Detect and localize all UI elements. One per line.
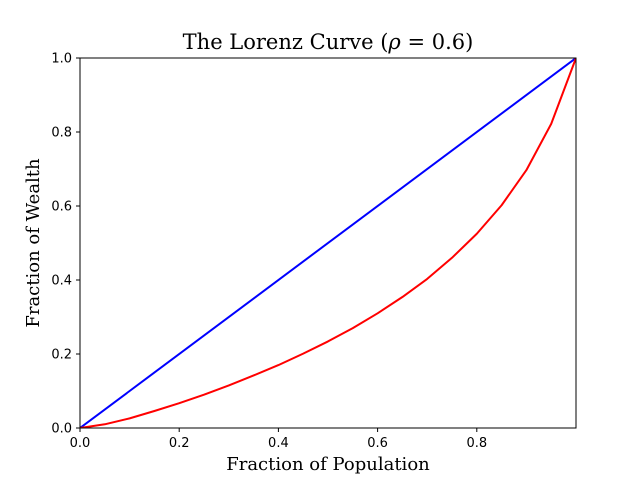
y-tick-label: 0.8: [51, 126, 72, 141]
plot-frame: [79, 57, 577, 429]
x-tick-label: 0.6: [367, 436, 388, 451]
x-tick-label: 0.8: [466, 436, 487, 451]
y-axis-ticks: 0.0 0.2 0.4 0.6 0.8 1.0: [51, 52, 80, 437]
y-tick-label: 0.2: [51, 348, 72, 363]
chart-title-rho: ρ: [387, 30, 401, 54]
x-axis-ticks: 0.0 0.2 0.4 0.6 0.8: [70, 428, 487, 451]
y-axis-label: Fraction of Wealth: [23, 158, 44, 328]
chart-title-prefix: The Lorenz Curve (: [183, 30, 389, 54]
x-tick-label: 0.2: [169, 436, 190, 451]
chart-title: The Lorenz Curve (ρ = 0.6): [183, 30, 474, 54]
series-line-1: [80, 58, 576, 428]
y-tick-label: 0.4: [51, 274, 72, 289]
y-tick-label: 0.0: [51, 422, 72, 437]
series-layer: [80, 58, 576, 428]
chart-title-suffix: = 0.6): [401, 30, 474, 54]
y-tick-label: 0.6: [51, 200, 72, 215]
series-line-2: [80, 58, 576, 428]
x-tick-label: 0.4: [268, 436, 289, 451]
y-tick-label: 1.0: [51, 52, 72, 67]
x-tick-label: 0.0: [70, 436, 91, 451]
x-axis-label: Fraction of Population: [226, 454, 430, 475]
